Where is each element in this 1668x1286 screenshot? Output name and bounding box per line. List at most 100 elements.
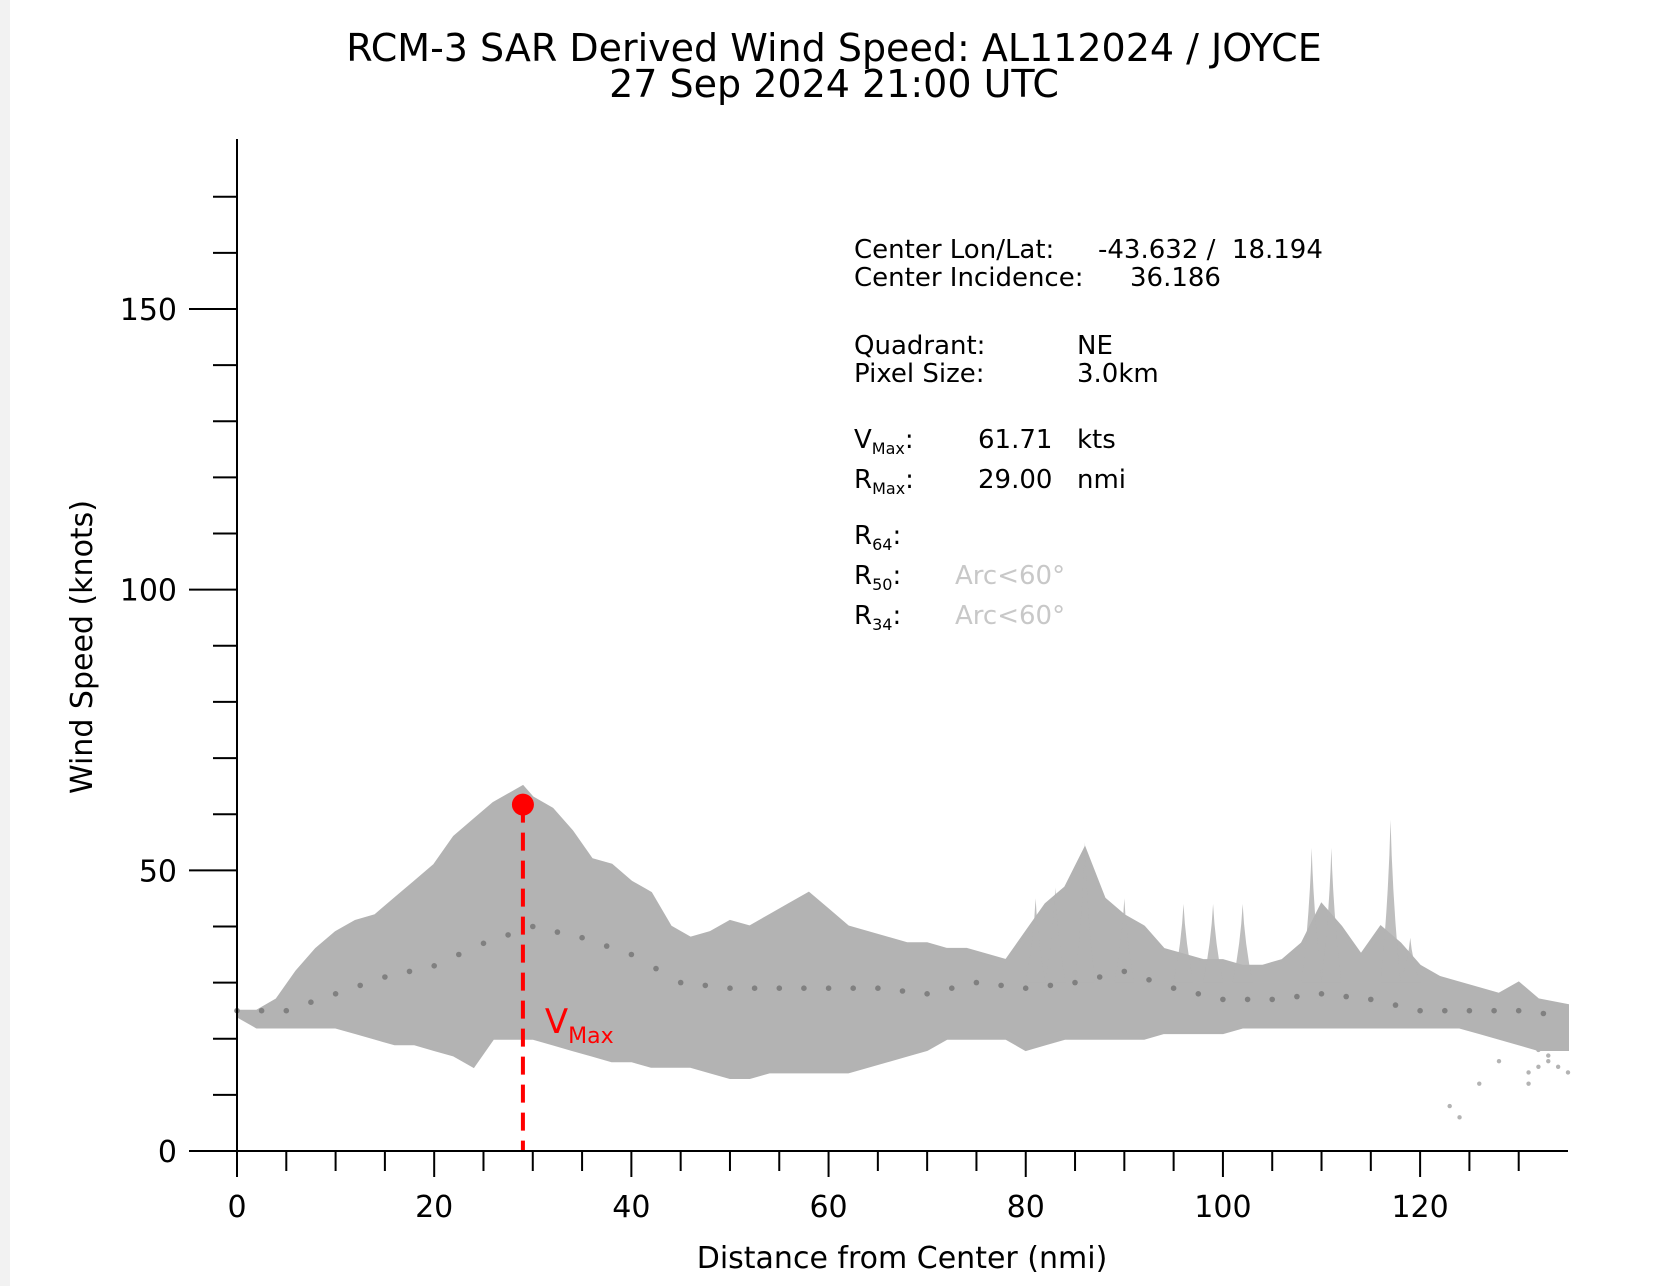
median-dot xyxy=(1220,996,1226,1003)
median-dot xyxy=(1417,1007,1423,1014)
median-dot xyxy=(1072,979,1078,986)
median-dot xyxy=(1343,993,1349,1000)
vmax-info-letter: V xyxy=(854,425,872,455)
scatter-spike-2 xyxy=(1074,842,1095,983)
median-dot xyxy=(332,991,339,997)
median-dot xyxy=(258,1007,265,1014)
y-tick-label: 50 xyxy=(139,854,177,889)
scatter-point-6 xyxy=(1546,1053,1551,1058)
median-dot xyxy=(1121,968,1128,975)
r50-info-value: Arc<60° xyxy=(955,561,1066,591)
pixel-size-label: Pixel Size: xyxy=(854,359,985,389)
y-tick-label: 100 xyxy=(120,574,177,609)
median-dot xyxy=(801,985,807,991)
median-dot xyxy=(357,982,364,989)
x-axis-label: Distance from Center (nmi) xyxy=(697,1241,1108,1276)
vmax-point xyxy=(511,793,534,816)
median-dot xyxy=(998,982,1004,989)
median-dot xyxy=(1244,996,1251,1003)
vmax-info-unit: kts xyxy=(1077,425,1116,455)
median-dot xyxy=(702,982,709,989)
median-dot xyxy=(1146,977,1152,983)
median-dot xyxy=(308,999,314,1005)
median-dot xyxy=(1318,991,1325,997)
scatter-spike-5 xyxy=(1203,904,1224,983)
median-dot xyxy=(579,934,585,941)
median-dot xyxy=(382,974,388,980)
median-dot xyxy=(283,1007,290,1014)
scatter-spike-4 xyxy=(1173,904,1194,983)
r64-info-sub: 64 xyxy=(872,535,893,554)
center-lonlat-label: Center Lon/Lat: xyxy=(854,235,1055,265)
y-tick-label: 150 xyxy=(120,293,177,328)
median-dot xyxy=(480,940,487,947)
median-dot xyxy=(1170,985,1177,991)
x-tick-label: 100 xyxy=(1194,1190,1251,1225)
r64-info-letter: R xyxy=(854,521,873,551)
r34-info-letter: R xyxy=(854,601,873,631)
vmax-info-sub: Max xyxy=(871,439,905,458)
scatter-point-11 xyxy=(1555,1064,1561,1070)
median-dot xyxy=(1269,996,1275,1003)
median-dot xyxy=(1515,1007,1522,1014)
y-axis-label: Wind Speed (knots) xyxy=(65,500,100,794)
median-dot xyxy=(899,988,906,994)
scatter-point-7 xyxy=(1555,1036,1561,1041)
median-dot xyxy=(628,951,635,958)
median-dot xyxy=(677,979,684,986)
scatter-spike-1 xyxy=(1045,887,1066,983)
median-dots-layer xyxy=(234,923,1547,1017)
median-dot xyxy=(1368,996,1374,1003)
median-dot xyxy=(554,929,561,935)
median-dot xyxy=(727,985,733,991)
center-incidence-value: 36.186 xyxy=(1130,263,1221,293)
median-dot xyxy=(1442,1007,1448,1014)
rmax-info-label: RMax: xyxy=(854,465,914,498)
x-tick-label: 60 xyxy=(809,1190,847,1225)
scatter-points-layer xyxy=(1025,819,1571,1120)
median-dot xyxy=(1392,1002,1399,1008)
quadrant-value: NE xyxy=(1077,331,1113,361)
median-dot xyxy=(949,985,955,991)
median-dot xyxy=(1466,1007,1473,1014)
scatter-spike-8 xyxy=(1321,847,1342,983)
axes-layer: 0 50 100 150 0 20 40 60 80 100 120 xyxy=(120,139,1568,1225)
median-dot xyxy=(875,985,881,991)
wind-envelope-layer xyxy=(236,784,1569,1079)
rmax-info-value: 29.00 xyxy=(978,465,1053,495)
vmax-marker-layer: VMax xyxy=(511,793,614,1151)
pixel-size-value: 3.0km xyxy=(1077,359,1159,389)
median-dot xyxy=(825,985,832,991)
r34-info-label: R34: xyxy=(854,601,902,634)
scatter-spike-10 xyxy=(1400,937,1421,983)
scatter-point-9 xyxy=(1536,1064,1541,1070)
chart-subtitle: 27 Sep 2024 21:00 UTC xyxy=(609,62,1059,106)
median-dot xyxy=(1022,985,1029,991)
median-dot xyxy=(603,943,610,949)
median-dot xyxy=(1294,993,1300,1000)
median-dot xyxy=(973,979,980,986)
median-dot xyxy=(406,968,413,975)
scatter-point-2 xyxy=(1477,1081,1482,1086)
scatter-spike-7 xyxy=(1301,847,1322,983)
y-tick-label: 0 xyxy=(158,1135,177,1170)
scatter-point-12 xyxy=(1565,1070,1571,1075)
median-dot xyxy=(1195,991,1202,997)
median-dot xyxy=(924,991,930,997)
median-dot xyxy=(776,985,783,991)
vmax-info-value: 61.71 xyxy=(978,425,1053,455)
r50-info-sub: 50 xyxy=(872,575,893,594)
x-tick-label: 40 xyxy=(612,1190,650,1225)
median-dot xyxy=(456,951,462,958)
r50-info-letter: R xyxy=(854,561,873,591)
scatter-point-0 xyxy=(1447,1103,1452,1109)
scatter-point-1 xyxy=(1457,1115,1462,1120)
scatter-spike-3 xyxy=(1114,898,1135,983)
median-dot xyxy=(850,985,856,991)
r34-info-value: Arc<60° xyxy=(955,601,1066,631)
median-dot xyxy=(653,965,659,972)
median-dot xyxy=(1096,974,1103,980)
median-dot xyxy=(431,963,438,969)
x-tick-label: 20 xyxy=(415,1190,453,1225)
vmax-annotation: VMax xyxy=(545,1002,614,1049)
